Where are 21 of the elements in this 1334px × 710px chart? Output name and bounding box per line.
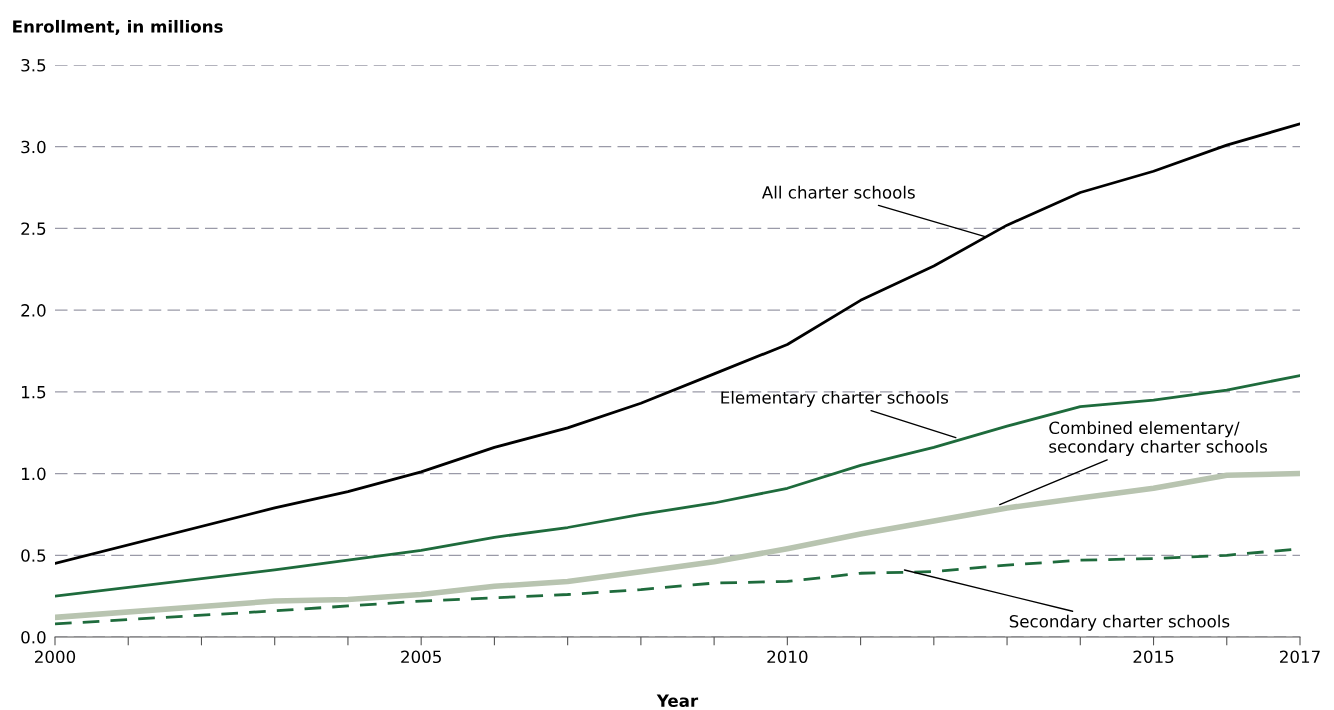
x-tick-label: 2017: [1280, 650, 1320, 664]
y-tick-label: 1.0: [21, 467, 46, 481]
x-tick-label: 2015: [1133, 650, 1174, 664]
annotation: Elementary charter schools: [721, 390, 949, 408]
y-tick-label: 3.5: [21, 58, 46, 72]
x-tick-label: 2010: [767, 650, 808, 664]
y-tick-label: 3.0: [21, 140, 46, 154]
y-tick-label: 0.0: [21, 630, 46, 644]
y-tick-label: 2.0: [21, 304, 46, 317]
y-axis-title: Enrollment, in millions: [13, 19, 223, 35]
y-tick-label: 2.5: [21, 222, 46, 235]
annotation: Secondary charter schools: [1009, 614, 1230, 631]
y-tick-label: 1.5: [21, 386, 46, 399]
x-tick-label: 2000: [35, 650, 76, 664]
y-tick-label: 0.5: [21, 549, 46, 562]
line-series: [55, 374, 1300, 598]
x-tick-label: 2005: [401, 650, 441, 664]
annotation: All charter schools: [761, 185, 915, 199]
annotation: Combined elementary/ secondary charter schools: [1049, 421, 1268, 457]
line-series: [55, 122, 1300, 565]
x-axis-title: Year: [656, 694, 699, 707]
